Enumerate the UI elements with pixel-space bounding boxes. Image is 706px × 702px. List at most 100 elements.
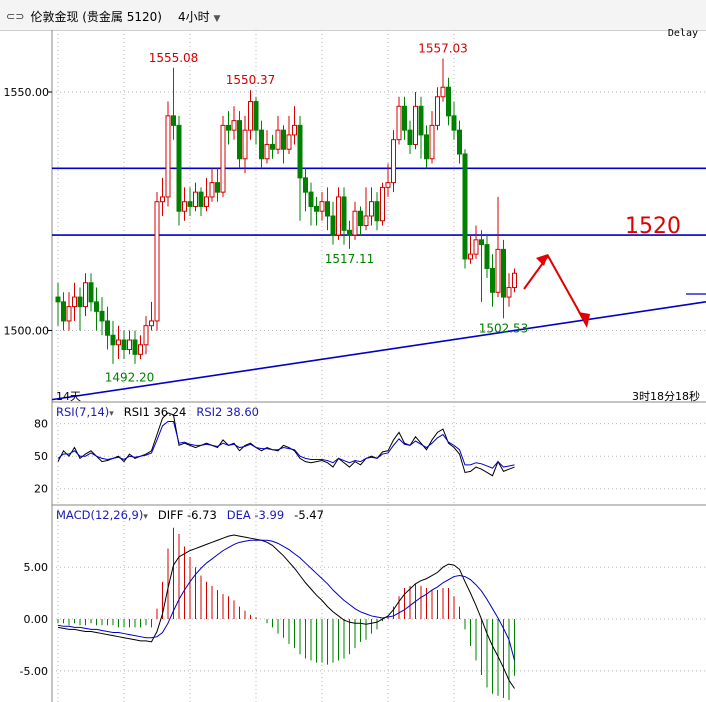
link-icon[interactable]: ⊂⊃ [6, 10, 25, 23]
candle-body [314, 205, 319, 212]
timeframe-selector[interactable]: 4小时 ▼ [178, 8, 220, 25]
candle-body [55, 296, 61, 303]
rsi1-line [57, 412, 515, 477]
dea-value: DEA -3.99 [226, 508, 285, 522]
macd-tick-label: 5.00 [24, 561, 49, 574]
candle-body [209, 182, 215, 198]
rsi-tick-label: 80 [34, 418, 48, 431]
dea-line [57, 539, 515, 661]
candle-body [231, 120, 237, 131]
candle-body [369, 201, 374, 217]
candle-body [363, 215, 369, 227]
candle-body [127, 339, 132, 351]
rsi-tick-label: 50 [34, 450, 48, 463]
candle-body [154, 201, 160, 322]
delay-badge: Delay [667, 28, 698, 39]
candle-body [281, 129, 286, 150]
candle-body [374, 201, 380, 222]
candle-body [83, 282, 88, 308]
price-annotation: 1502.53 [479, 321, 529, 335]
arrow-head-down [578, 312, 590, 328]
candle-body [413, 105, 418, 145]
candle-body [490, 267, 495, 293]
candle-body [424, 134, 429, 160]
trendline [51, 301, 706, 401]
candle-body [99, 310, 105, 322]
candle-body [88, 282, 94, 303]
price-annotation: 1492.20 [105, 371, 155, 385]
diff-line [57, 534, 515, 689]
candle-body [171, 115, 176, 126]
candle-body [61, 301, 66, 322]
candle-body [330, 215, 336, 236]
macd-value: -5.47 [294, 508, 324, 522]
candle-body [451, 115, 457, 131]
candle-body [187, 201, 193, 207]
candle-body [435, 96, 440, 126]
candle-body [479, 239, 484, 246]
candle-body [253, 101, 259, 131]
price-annotation: 1555.08 [149, 51, 199, 65]
candle-body [358, 210, 363, 227]
candle-body [176, 124, 182, 212]
rsi2-value: RSI2 38.60 [196, 405, 259, 419]
candle-body [341, 196, 347, 231]
candle-body [270, 143, 275, 150]
candle-body [347, 229, 352, 236]
rsi2-line [57, 421, 515, 469]
candle-body [132, 339, 138, 355]
countdown-timer: 3时18分18秒 [632, 390, 700, 403]
candle-body [396, 105, 402, 141]
candle-body [308, 191, 314, 207]
macd-header: MACD(12,26,9)▾ DIFF -6.73 DEA -3.99 -5.4… [56, 508, 324, 522]
candle-body [121, 339, 127, 351]
macd-tick-label: -5.00 [20, 665, 48, 678]
candle-body [402, 105, 407, 131]
macd-tick-label: 0.00 [24, 613, 49, 626]
candle-body [391, 139, 396, 184]
candle-body [94, 301, 99, 312]
candle-body [66, 306, 72, 322]
rsi-header: RSI(7,14)▾ RSI1 36.24 RSI2 38.60 [56, 405, 259, 419]
candle-body [303, 177, 308, 193]
candle-body [352, 210, 358, 236]
candle-body [237, 120, 242, 160]
timeframe-label: 4小时 [177, 10, 210, 24]
candle-body [77, 296, 83, 308]
instrument-title: 伦敦金现 (贵金属 5120) [30, 10, 162, 24]
candle-body [495, 248, 501, 293]
candle-body [468, 253, 473, 260]
candle-body [336, 196, 341, 236]
candle-body [198, 191, 204, 207]
candle-body [325, 201, 330, 217]
rsi-title[interactable]: RSI(7,14)▾ [56, 405, 114, 419]
candle-body [138, 344, 143, 355]
candle-body [512, 272, 517, 289]
price-annotation: 1550.37 [226, 73, 276, 87]
level-label: 1520 [625, 214, 681, 239]
candle-body [457, 129, 462, 155]
candle-body [160, 196, 165, 203]
candle-body [407, 129, 413, 145]
candle-body [418, 105, 424, 136]
price-annotation: 1517.11 [325, 252, 375, 266]
candle-body [275, 129, 281, 150]
rsi1-value: RSI1 36.24 [123, 405, 187, 419]
candle-body [501, 248, 506, 298]
rsi-tick-label: 20 [34, 483, 48, 496]
title-bar: ⊂⊃ 伦敦金现 (贵金属 5120) 4小时 ▼ [0, 0, 706, 31]
candle-body [484, 244, 490, 269]
macd-title[interactable]: MACD(12,26,9)▾ [56, 508, 148, 522]
y-tick-label: 1500.00 [4, 324, 50, 337]
candle-body [72, 296, 77, 308]
candle-body [248, 101, 253, 131]
bars-label: 14天 [56, 390, 81, 403]
price-annotation: 1557.03 [418, 41, 468, 55]
candle-body [462, 153, 468, 260]
candle-body [429, 124, 435, 160]
candle-body [242, 129, 248, 160]
candle-body [292, 124, 297, 136]
candle-body [259, 129, 264, 160]
